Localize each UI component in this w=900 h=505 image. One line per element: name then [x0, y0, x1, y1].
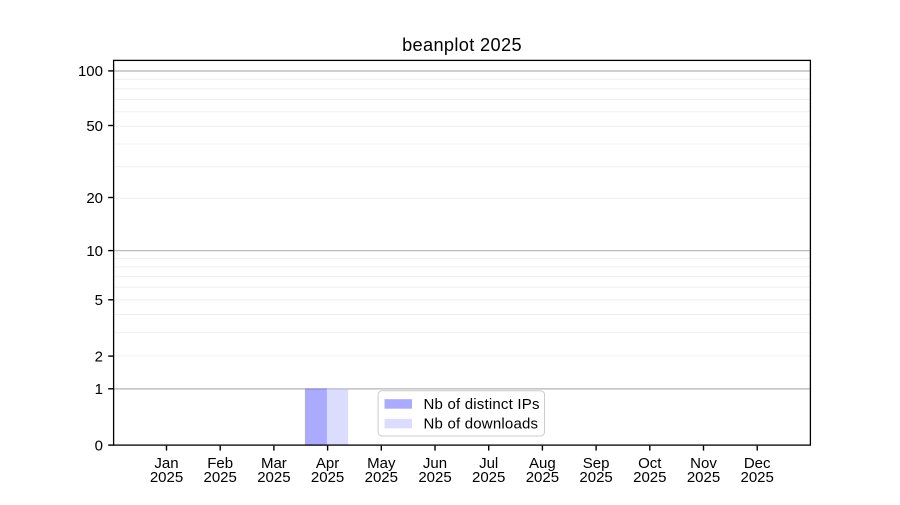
svg-text:Mar: Mar: [261, 455, 287, 472]
svg-text:Nb of distinct IPs: Nb of distinct IPs: [424, 396, 540, 413]
svg-text:2025: 2025: [257, 469, 290, 486]
svg-text:Oct: Oct: [638, 455, 662, 472]
svg-text:May: May: [367, 455, 396, 472]
svg-text:20: 20: [86, 190, 103, 207]
svg-text:Nb of downloads: Nb of downloads: [424, 415, 539, 432]
svg-text:2025: 2025: [741, 469, 774, 486]
svg-text:2025: 2025: [526, 469, 559, 486]
svg-text:0: 0: [95, 437, 103, 454]
svg-text:2025: 2025: [311, 469, 344, 486]
svg-text:Apr: Apr: [316, 455, 339, 472]
svg-text:2025: 2025: [204, 469, 237, 486]
svg-text:Jan: Jan: [154, 455, 178, 472]
svg-text:5: 5: [95, 292, 103, 309]
svg-text:Feb: Feb: [207, 455, 233, 472]
svg-text:Dec: Dec: [744, 455, 771, 472]
svg-text:2025: 2025: [472, 469, 505, 486]
svg-text:Nov: Nov: [690, 455, 717, 472]
svg-text:10: 10: [86, 243, 103, 260]
svg-text:Jul: Jul: [479, 455, 498, 472]
svg-text:1: 1: [95, 381, 103, 398]
svg-text:100: 100: [78, 63, 103, 80]
svg-text:2: 2: [95, 348, 103, 365]
svg-text:2025: 2025: [687, 469, 720, 486]
svg-text:Sep: Sep: [583, 455, 610, 472]
svg-text:Jun: Jun: [423, 455, 447, 472]
svg-text:2025: 2025: [633, 469, 666, 486]
svg-text:beanplot 2025: beanplot 2025: [402, 35, 522, 55]
svg-text:Aug: Aug: [529, 455, 556, 472]
svg-text:2025: 2025: [579, 469, 612, 486]
svg-text:50: 50: [86, 118, 103, 135]
svg-text:2025: 2025: [418, 469, 451, 486]
svg-text:2025: 2025: [150, 469, 183, 486]
svg-text:2025: 2025: [365, 469, 398, 486]
